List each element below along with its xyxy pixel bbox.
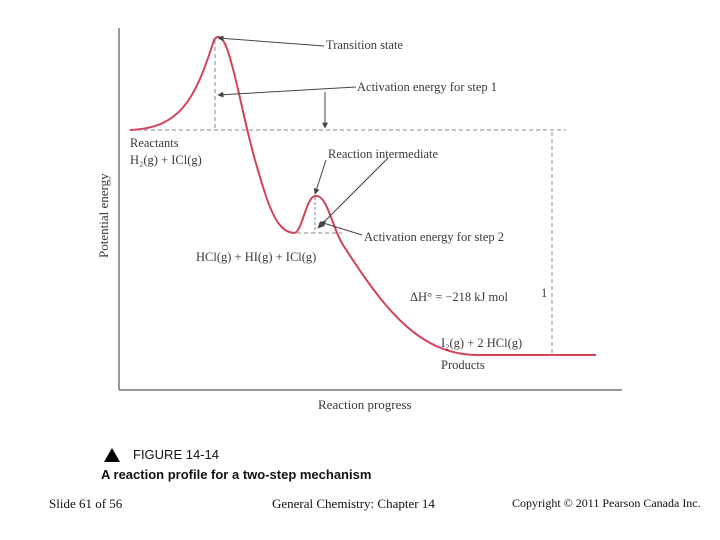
products-label: Products — [441, 358, 485, 372]
reaction-intermediate-label: Reaction intermediate — [328, 147, 438, 161]
reactants-formula: H₂(g) + ICl(g) — [130, 153, 202, 167]
figure-title: A reaction profile for a two-step mechan… — [101, 467, 372, 482]
delta-h-label: ΔH° = −218 kJ mol — [410, 290, 509, 304]
activation-step2-label: Activation energy for step 2 — [364, 230, 504, 244]
activation2-pointer — [319, 220, 363, 236]
x-axis-label: Reaction progress — [318, 397, 412, 412]
transition-state-pointer — [217, 35, 325, 47]
course-title: General Chemistry: Chapter 14 — [272, 496, 435, 511]
slide-number: Slide 61 of 56 — [49, 496, 123, 511]
products-formula: I₂(g) + 2 HCl(g) — [441, 336, 522, 350]
intermediate-pointer — [317, 157, 389, 229]
activation-step1-label: Activation energy for step 1 — [357, 80, 497, 94]
delta-h-exponent: 1 — [541, 286, 547, 300]
figure-number: FIGURE 14-14 — [133, 447, 219, 462]
energy-curve — [129, 36, 596, 356]
y-axis-label: Potential energy — [96, 173, 111, 258]
transition-state-label: Transition state — [326, 38, 403, 52]
intermediate-formula: HCl(g) + HI(g) + ICl(g) — [196, 250, 316, 264]
activation1-pointer — [217, 86, 357, 98]
figure-triangle-icon — [104, 448, 120, 462]
intermediate-pointer-2 — [313, 159, 327, 195]
copyright: Copyright © 2011 Pearson Canada Inc. — [512, 496, 701, 510]
reactants-label: Reactants — [130, 136, 179, 150]
